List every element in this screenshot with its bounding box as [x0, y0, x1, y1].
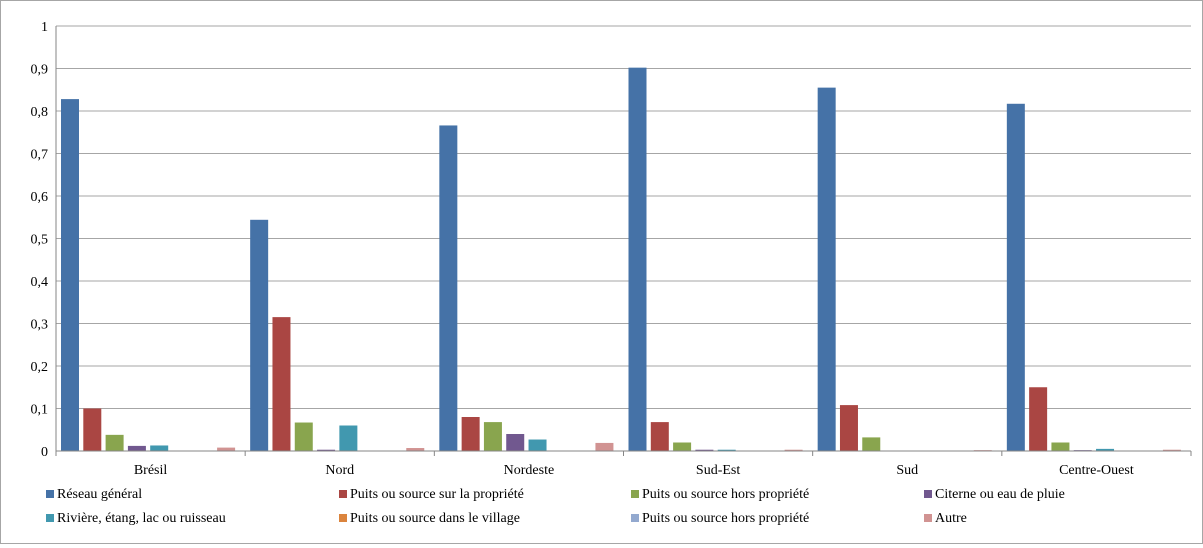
legend-label: Autre	[935, 511, 967, 526]
x-category-label: Centre-Ouest	[1059, 463, 1134, 478]
legend-swatch	[46, 514, 54, 522]
legend-swatch	[339, 490, 347, 498]
x-axis-category-labels: Brésil Nord Nordeste Sud-Est Sud Centre-Ouest	[134, 463, 1134, 478]
legend-label: Rivière, étang, lac ou ruisseau	[57, 511, 226, 526]
y-tick-label: 0,6	[31, 190, 49, 205]
legend-label: Citerne ou eau de pluie	[935, 487, 1065, 502]
x-category-label: Sud-Est	[696, 463, 740, 478]
y-tick-label: 0	[41, 445, 48, 460]
bar	[651, 422, 669, 451]
y-tick-label: 0,2	[31, 360, 49, 375]
y-tick-label: 0,8	[31, 105, 49, 120]
bar	[439, 125, 457, 451]
bar	[529, 440, 547, 451]
bar	[1029, 387, 1047, 451]
x-category-label: Nordeste	[504, 463, 555, 478]
legend-label: Puits ou source dans le village	[350, 511, 520, 526]
bar	[673, 443, 691, 452]
bar	[339, 426, 357, 452]
bar	[595, 443, 613, 451]
legend-label: Puits ou source hors propriété	[642, 487, 809, 502]
legend-swatch	[631, 490, 639, 498]
bar	[1007, 104, 1025, 451]
bar	[484, 422, 502, 451]
y-tick-label: 0,5	[31, 233, 49, 248]
y-tick-label: 0,9	[31, 63, 49, 78]
legend-swatch	[924, 490, 932, 498]
y-tick-label: 0,1	[31, 403, 49, 418]
legend-label: Puits ou source hors propriété	[642, 511, 809, 526]
legend-swatch	[631, 514, 639, 522]
y-tick-label: 0,4	[31, 275, 49, 290]
bar	[462, 417, 480, 451]
bar	[818, 88, 836, 451]
bar	[840, 405, 858, 451]
y-tick-label: 1	[41, 20, 48, 35]
bar	[272, 317, 290, 451]
legend-label: Puits ou source sur la propriété	[350, 487, 524, 502]
y-tick-label: 0,3	[31, 318, 49, 333]
bar	[61, 99, 79, 451]
bar	[506, 434, 524, 451]
bar	[295, 423, 313, 451]
bar	[862, 437, 880, 451]
legend-swatch	[339, 514, 347, 522]
bar	[217, 448, 235, 451]
legend-label: Réseau général	[57, 487, 142, 502]
y-axis-tick-labels: 0 0,1 0,2 0,3 0,4 0,5 0,6 0,7 0,8 0,9 1	[31, 20, 49, 460]
x-category-label: Sud	[896, 463, 918, 478]
y-tick-label: 0,7	[31, 148, 49, 163]
bar	[629, 68, 647, 451]
bar	[128, 446, 146, 451]
bar	[106, 435, 124, 451]
x-category-label: Brésil	[134, 463, 168, 478]
bar	[250, 220, 268, 451]
bar	[150, 445, 168, 451]
bar	[1051, 443, 1069, 452]
legend-swatch	[46, 490, 54, 498]
legend: Réseau général Puits ou source sur la pro…	[46, 487, 1065, 526]
bars	[61, 68, 1181, 451]
x-category-label: Nord	[325, 463, 354, 478]
legend-swatch	[924, 514, 932, 522]
bar	[83, 409, 101, 452]
